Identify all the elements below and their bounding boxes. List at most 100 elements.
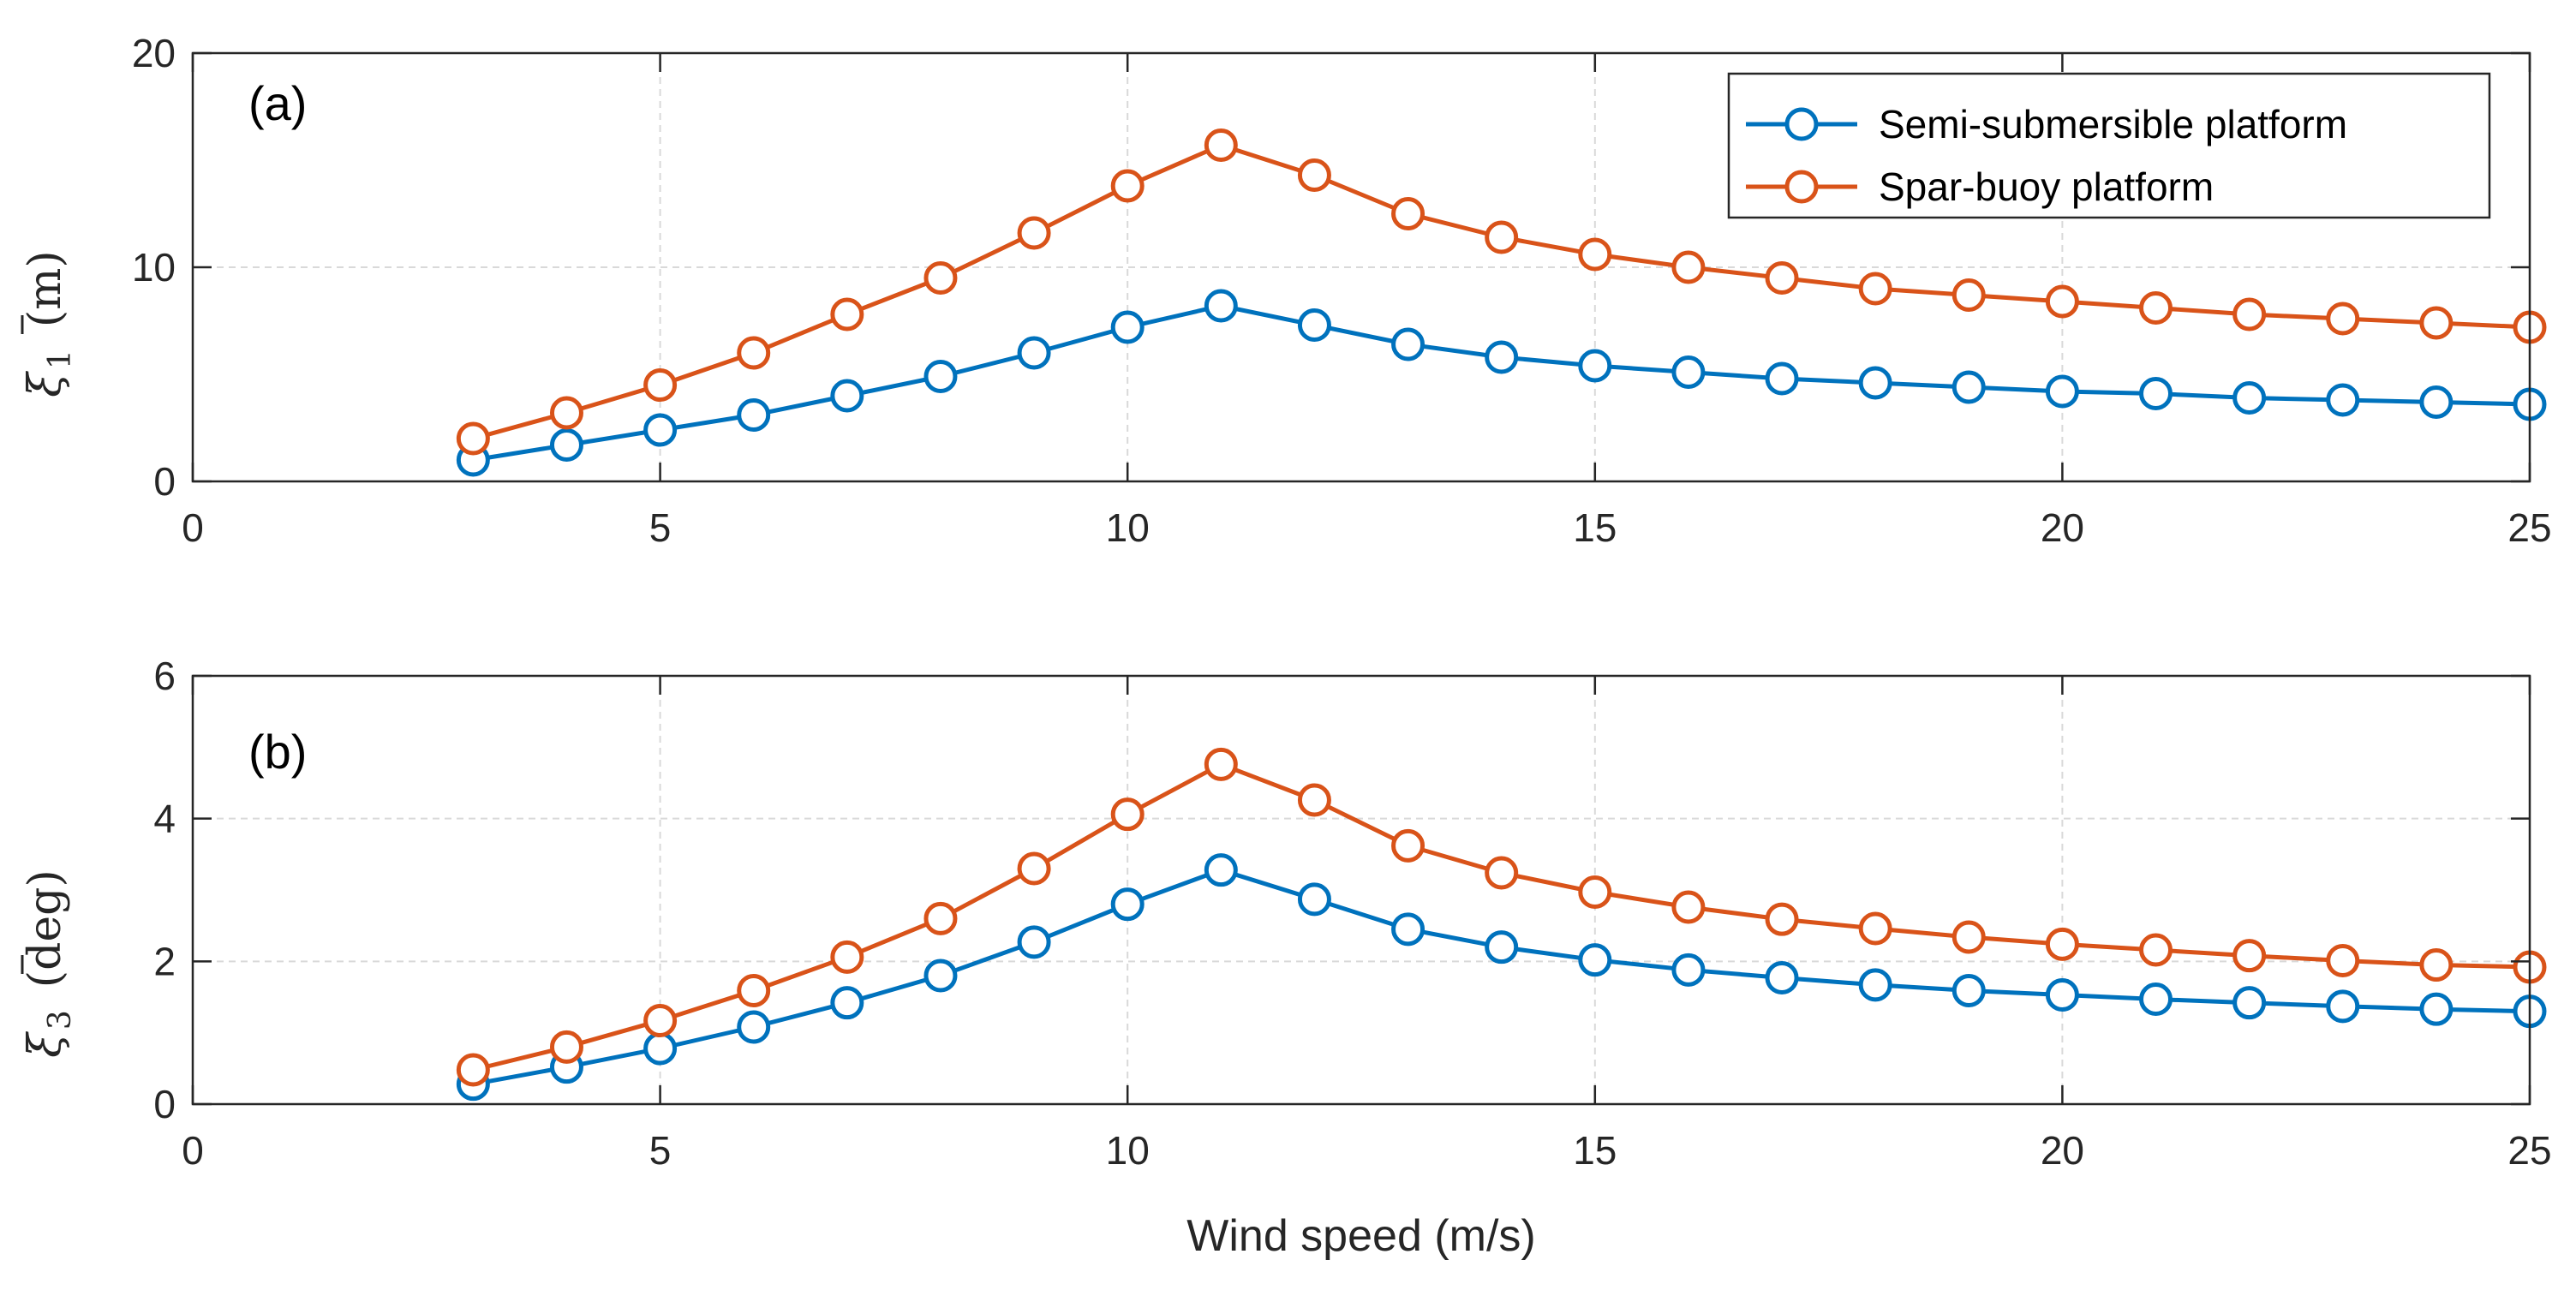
panel-b-spar-point xyxy=(1297,783,1331,817)
panel-a-spar-point xyxy=(1204,128,1238,162)
panel-b-ylabel: ξ 3 (deg) xyxy=(20,869,78,1057)
panel-b-x-tick-label: 5 xyxy=(649,1128,672,1173)
panel-a-x-tick-label: 10 xyxy=(1106,505,1150,550)
panel-b-x-tick-label: 0 xyxy=(182,1128,204,1173)
panel-a-spar-point xyxy=(1017,216,1051,250)
panel-a-x-tick-label: 20 xyxy=(2041,505,2084,550)
panel-a-spar-point xyxy=(1485,220,1519,254)
panel-a-x-tick-label: 0 xyxy=(182,505,204,550)
panel-b-semi-point xyxy=(830,986,864,1020)
panel-a-spar-point xyxy=(2232,297,2267,331)
panel-a-semi-point xyxy=(643,413,678,447)
panel-b-spar-point xyxy=(2139,933,2173,967)
panel-a-spar-point xyxy=(830,297,864,331)
panel-b-ylabel-unit: (deg) xyxy=(20,869,71,988)
panel-b-y-tick-label: 2 xyxy=(153,939,176,983)
panel-b-spar-point xyxy=(2045,927,2079,961)
panel-b-spar-point xyxy=(830,940,864,974)
panel-a-spar-point xyxy=(1391,197,1425,230)
panel-a-spar-point xyxy=(1110,169,1145,203)
panel-a-x-tick-label: 15 xyxy=(1573,505,1617,550)
panel-b-semi-point xyxy=(2139,982,2173,1016)
panel-a-label: (a) xyxy=(248,76,307,130)
panel-b-spar-point xyxy=(1391,828,1425,863)
panel-a-semi-point xyxy=(2139,377,2173,410)
panel-b-spar-point xyxy=(2419,948,2453,982)
panel-b-x-tick-label: 15 xyxy=(1573,1128,1617,1173)
panel-a-x-ticks: 0 5 10 15 20 25 xyxy=(182,53,2552,550)
panel-a-semi-point xyxy=(737,398,771,432)
panel-b-semi-point xyxy=(1858,968,1892,1002)
panel-b-semi-point xyxy=(1297,882,1331,917)
panel-b-spar-point xyxy=(1671,890,1706,924)
panel-a-semi-point xyxy=(1485,340,1519,374)
legend: Semi-submersible platform Spar-buoy plat… xyxy=(1727,72,2491,219)
panel-b-y-tick-label: 6 xyxy=(153,654,176,698)
panel-b-semi-point xyxy=(2232,986,2267,1020)
panel-a-semi-point xyxy=(1391,327,1425,361)
panel-a: 0 5 10 15 20 25 0 10 20 (a) ξ 1 (m) Semi-submer… xyxy=(20,31,2552,550)
panel-a-semi-point xyxy=(1017,336,1051,370)
panel-a-spar-point xyxy=(2326,302,2360,336)
panel-a-spar-point xyxy=(1858,272,1892,306)
panel-a-semi-point xyxy=(923,360,958,393)
panel-b-grid xyxy=(193,676,2530,1104)
panel-b-ylabel-subscript: 3 xyxy=(43,1010,78,1030)
panel-a-ylabel-unit: (m) xyxy=(20,250,71,327)
panel-b-spar-point xyxy=(549,1030,583,1064)
panel-b-semi-point xyxy=(2045,978,2079,1012)
panel-a-x-tick-label: 5 xyxy=(649,505,672,550)
panel-a-semi-point xyxy=(830,379,864,413)
panel-b-y-tick-label: 0 xyxy=(153,1082,176,1126)
panel-b-spar-point xyxy=(1578,875,1612,909)
panel-b-y-tick-label: 4 xyxy=(153,797,176,841)
panel-a-spar-point xyxy=(1951,278,1986,312)
panel-b-spar-point xyxy=(1017,851,1051,886)
panel-b-spar-point xyxy=(2232,939,2267,973)
legend-box xyxy=(1727,72,2491,219)
panel-b-x-ticks: 0 5 10 15 20 25 xyxy=(182,676,2552,1173)
panel-b-semi-point xyxy=(643,1031,678,1066)
legend-label-spar: Spar-buoy platform xyxy=(1879,164,2214,209)
panel-b-semi-point xyxy=(923,959,958,993)
panel-b-semi-point xyxy=(1671,953,1706,987)
panel-b-series xyxy=(456,747,2547,1102)
panel-a-spar-point xyxy=(2139,291,2173,325)
panel-b-spar-point xyxy=(1110,797,1145,832)
panel-b-semi-point xyxy=(737,1010,771,1044)
panel-b-spar-point xyxy=(1765,902,1799,936)
panel-b-semi-point xyxy=(1765,961,1799,994)
panel-a-spar-point xyxy=(1671,250,1706,284)
panel-a-semi-point xyxy=(1110,310,1145,344)
panel-b-spar-point xyxy=(737,974,771,1007)
panel-b-x-tick-label: 25 xyxy=(2507,1128,2551,1173)
panel-b: 0 5 10 15 20 25 0 2 4 6 (b) ξ 3 (deg) Wind speed… xyxy=(20,654,2552,1261)
panel-b-spar-point xyxy=(1951,920,1986,954)
panel-a-y-tick-label: 20 xyxy=(132,31,176,75)
panel-a-semi-point xyxy=(2232,381,2267,415)
panel-b-semi-point xyxy=(1110,887,1145,922)
x-axis-title: Wind speed (m/s) xyxy=(1186,1211,1535,1261)
panel-b-y-ticks: 0 2 4 6 xyxy=(153,654,2530,1126)
panel-b-x-tick-label: 20 xyxy=(2041,1128,2084,1173)
panel-a-spar-point xyxy=(1765,261,1799,295)
panel-b-semi-point xyxy=(1578,943,1612,977)
panel-b-semi-point xyxy=(1204,853,1238,887)
panel-a-x-tick-label: 25 xyxy=(2507,505,2551,550)
panel-a-semi-point xyxy=(1765,361,1799,396)
panel-a-semi-point xyxy=(1671,355,1706,389)
panel-a-semi-point xyxy=(2045,374,2079,409)
panel-a-semi-point xyxy=(2326,383,2360,417)
panel-a-ylabel-symbol: ξ xyxy=(20,371,71,397)
panel-a-spar-point xyxy=(737,336,771,370)
panel-a-semi-point xyxy=(2419,385,2453,419)
panel-b-semi-point xyxy=(1951,974,1986,1007)
panel-a-semi-point xyxy=(1858,366,1892,400)
panel-b-frame xyxy=(191,674,2531,1106)
panel-a-y-tick-label: 0 xyxy=(153,459,176,504)
panel-b-semi-point xyxy=(2419,992,2453,1026)
svg-text:ξ 1 (m): ξ 1 (m) xyxy=(20,250,78,397)
panel-a-semi-point xyxy=(1951,370,1986,404)
panel-a-spar-point xyxy=(549,396,583,430)
